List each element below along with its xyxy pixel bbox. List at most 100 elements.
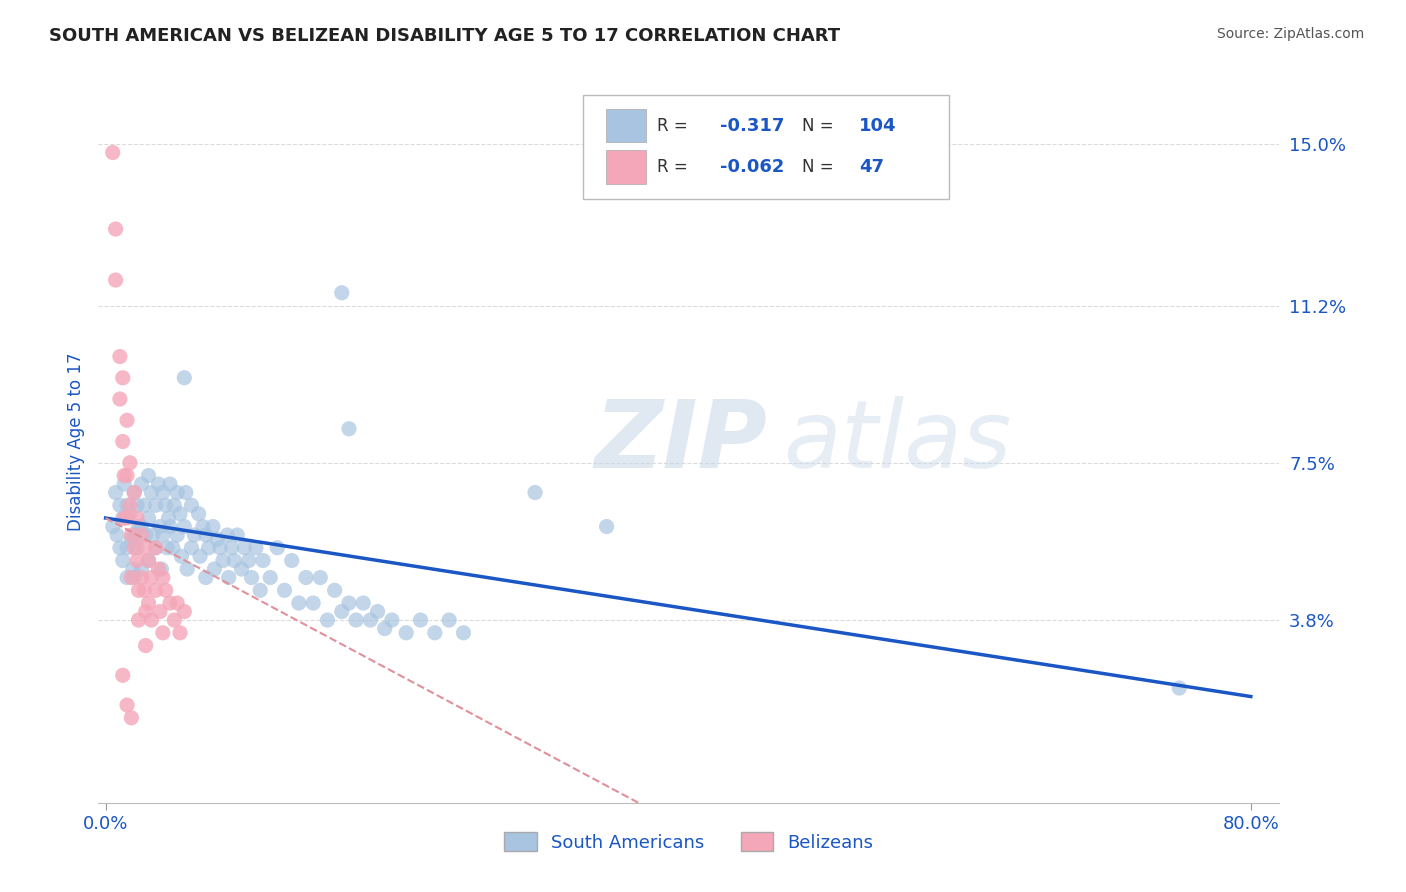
Point bbox=[149, 605, 172, 619]
Text: atlas: atlas bbox=[783, 396, 1012, 487]
Point bbox=[207, 533, 229, 547]
Point bbox=[104, 222, 127, 236]
Point bbox=[309, 570, 332, 584]
Text: -0.062: -0.062 bbox=[720, 158, 785, 176]
Point bbox=[152, 528, 174, 542]
Point bbox=[330, 285, 353, 300]
Point bbox=[131, 570, 153, 584]
Text: 104: 104 bbox=[859, 117, 897, 135]
Text: SOUTH AMERICAN VS BELIZEAN DISABILITY AGE 5 TO 17 CORRELATION CHART: SOUTH AMERICAN VS BELIZEAN DISABILITY AG… bbox=[49, 27, 841, 45]
Legend: South Americans, Belizeans: South Americans, Belizeans bbox=[498, 825, 880, 859]
Point bbox=[180, 541, 202, 555]
Point bbox=[135, 605, 157, 619]
Point bbox=[120, 711, 142, 725]
Point bbox=[159, 596, 181, 610]
Text: 47: 47 bbox=[859, 158, 884, 176]
Point bbox=[121, 562, 143, 576]
Point bbox=[141, 570, 163, 584]
Point bbox=[240, 570, 263, 584]
Point bbox=[111, 511, 134, 525]
Point bbox=[108, 541, 131, 555]
Text: R =: R = bbox=[657, 158, 688, 176]
Point bbox=[162, 541, 184, 555]
Point bbox=[155, 583, 177, 598]
Point bbox=[197, 541, 219, 555]
Point bbox=[249, 583, 271, 598]
Point bbox=[111, 434, 134, 449]
Text: R =: R = bbox=[657, 117, 688, 135]
Point bbox=[149, 519, 172, 533]
Point bbox=[134, 583, 156, 598]
Point bbox=[295, 570, 318, 584]
Point bbox=[266, 541, 288, 555]
Point bbox=[135, 639, 157, 653]
Point bbox=[125, 498, 148, 512]
Point bbox=[101, 519, 124, 533]
Point bbox=[145, 583, 167, 598]
Point bbox=[217, 528, 239, 542]
Point bbox=[115, 413, 138, 427]
Point bbox=[145, 498, 167, 512]
Point bbox=[134, 541, 156, 555]
Point bbox=[337, 422, 360, 436]
Point bbox=[231, 562, 253, 576]
Point bbox=[135, 528, 157, 542]
Point bbox=[122, 528, 145, 542]
Point bbox=[337, 596, 360, 610]
Point bbox=[166, 596, 188, 610]
Point bbox=[141, 613, 163, 627]
Point bbox=[374, 622, 396, 636]
Point bbox=[157, 511, 180, 525]
Point bbox=[381, 613, 404, 627]
Point bbox=[409, 613, 432, 627]
FancyBboxPatch shape bbox=[606, 151, 647, 184]
Point bbox=[101, 145, 124, 160]
Point bbox=[152, 485, 174, 500]
Point bbox=[201, 519, 224, 533]
Point bbox=[120, 528, 142, 542]
Point bbox=[118, 456, 141, 470]
Point bbox=[131, 528, 153, 542]
Point bbox=[108, 498, 131, 512]
Point bbox=[252, 553, 274, 567]
Point bbox=[187, 507, 209, 521]
Point bbox=[131, 519, 153, 533]
Point bbox=[111, 371, 134, 385]
Point bbox=[105, 528, 128, 542]
Point bbox=[138, 553, 160, 567]
Point bbox=[330, 605, 353, 619]
Point bbox=[191, 519, 214, 533]
Point bbox=[115, 468, 138, 483]
FancyBboxPatch shape bbox=[582, 95, 949, 200]
Point bbox=[156, 541, 179, 555]
Point bbox=[180, 498, 202, 512]
Point bbox=[115, 511, 138, 525]
Point bbox=[437, 613, 460, 627]
Point bbox=[128, 613, 150, 627]
Point bbox=[145, 541, 167, 555]
Point bbox=[125, 541, 148, 555]
Point bbox=[152, 625, 174, 640]
Point bbox=[131, 477, 153, 491]
Point bbox=[173, 519, 195, 533]
FancyBboxPatch shape bbox=[606, 109, 647, 143]
Point bbox=[163, 498, 186, 512]
Point bbox=[288, 596, 311, 610]
Point bbox=[108, 350, 131, 364]
Point bbox=[302, 596, 325, 610]
Point bbox=[115, 570, 138, 584]
Point bbox=[112, 511, 135, 525]
Point bbox=[120, 533, 142, 547]
Point bbox=[120, 570, 142, 584]
Point bbox=[122, 485, 145, 500]
Point bbox=[367, 605, 389, 619]
Point bbox=[145, 541, 167, 555]
Text: ZIP: ZIP bbox=[595, 395, 768, 488]
Point bbox=[595, 519, 617, 533]
Point bbox=[118, 507, 141, 521]
Point bbox=[524, 485, 547, 500]
Point bbox=[138, 596, 160, 610]
Point bbox=[226, 528, 249, 542]
Point bbox=[115, 498, 138, 512]
Point bbox=[115, 698, 138, 712]
